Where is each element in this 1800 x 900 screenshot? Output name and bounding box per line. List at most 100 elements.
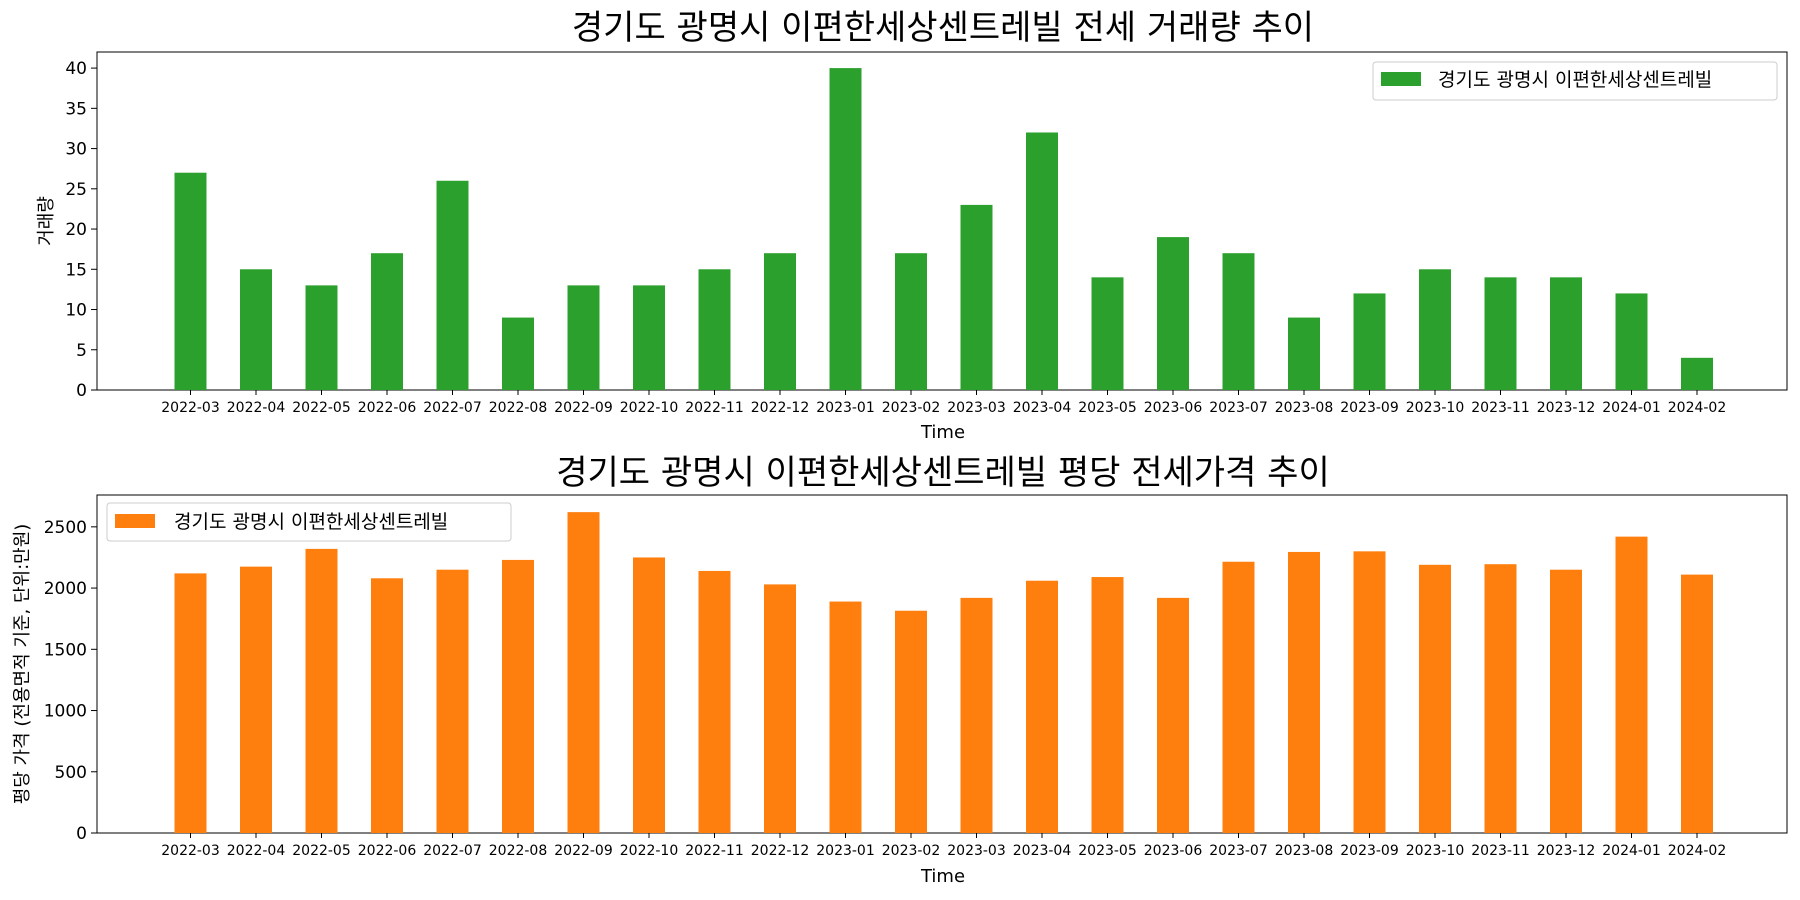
- volume-bar: [698, 269, 731, 390]
- price-bar: [567, 512, 600, 833]
- price-y-tick-label: 1500: [44, 640, 87, 660]
- price-bar: [633, 557, 665, 833]
- volume-bar: [960, 204, 993, 390]
- price-x-tick-label: 2022-07: [423, 843, 482, 859]
- volume-x-tick-label: 2023-04: [1013, 400, 1072, 416]
- volume-x-tick-label: 2022-03: [161, 400, 220, 416]
- price-bar: [305, 548, 338, 833]
- price-x-tick-label: 2023-05: [1078, 843, 1137, 859]
- price-bar: [502, 559, 534, 833]
- price-bar: [436, 569, 469, 833]
- volume-bar: [174, 172, 207, 390]
- price-legend: 경기도 광명시 이편한세상센트레빌: [106, 502, 512, 542]
- volume-x-tick-label: 2023-01: [816, 400, 875, 416]
- volume-x-tick-label: 2022-07: [423, 400, 482, 416]
- price-y-tick-label: 1000: [44, 702, 87, 722]
- volume-y-tick-label: 30: [65, 140, 87, 160]
- volume-y-tick-label: 10: [65, 301, 87, 321]
- volume-bar: [1157, 237, 1189, 390]
- price-bar: [1157, 597, 1189, 833]
- price-x-tick-label: 2023-10: [1406, 843, 1465, 859]
- price-x-tick-label: 2023-06: [1144, 843, 1203, 859]
- price-x-tick-label: 2022-08: [489, 843, 548, 859]
- price-x-tick-label: 2023-04: [1013, 843, 1072, 859]
- volume-y-tick-label: 25: [65, 180, 87, 200]
- volume-x-tick-label: 2022-05: [292, 400, 351, 416]
- volume-bar: [633, 285, 665, 390]
- volume-bar: [1288, 317, 1320, 390]
- price-bar: [1222, 561, 1255, 833]
- volume-x-tick-label: 2023-12: [1537, 400, 1596, 416]
- volume-legend-swatch: [1381, 72, 1421, 86]
- volume-y-tick-label: 5: [76, 341, 87, 361]
- price-x-tick-label: 2022-11: [685, 843, 744, 859]
- price-x-tick-label: 2023-03: [947, 843, 1006, 859]
- price-bar: [1288, 551, 1320, 833]
- price-chart-title: 경기도 광명시 이편한세상센트레빌 평당 전세가격 추이: [556, 453, 1329, 493]
- volume-legend: 경기도 광명시 이편한세상센트레빌: [1372, 61, 1778, 101]
- price-bar: [1484, 564, 1517, 833]
- volume-x-tick-label: 2023-10: [1406, 400, 1465, 416]
- volume-x-tick-label: 2022-11: [685, 400, 744, 416]
- price-legend-box: [106, 502, 512, 542]
- price-bar: [1681, 574, 1713, 833]
- price-legend-label: 경기도 광명시 이편한세상센트레빌: [174, 511, 448, 533]
- volume-bar: [1484, 277, 1517, 390]
- volume-bar: [1353, 293, 1386, 390]
- price-bar: [1091, 577, 1124, 833]
- price-x-tick-label: 2023-01: [816, 843, 875, 859]
- price-bar: [1026, 580, 1058, 833]
- price-bar: [1615, 536, 1648, 833]
- price-bar: [174, 573, 207, 833]
- volume-x-tick-label: 2023-06: [1144, 400, 1203, 416]
- price-bar: [764, 584, 796, 833]
- price-bar: [240, 566, 272, 833]
- volume-bar: [764, 253, 796, 390]
- price-x-tick-label: 2024-01: [1602, 843, 1661, 859]
- volume-bar: [240, 269, 272, 390]
- volume-legend-label: 경기도 광명시 이편한세상센트레빌: [1438, 69, 1712, 91]
- price-y-tick-label: 2000: [44, 579, 87, 599]
- price-chart: 경기도 광명시 이편한세상센트레빌 평당 전세가격 추이 0 500 1000 150…: [12, 453, 1788, 887]
- volume-x-tick-label: 2022-06: [358, 400, 417, 416]
- price-x-tick-label: 2023-07: [1209, 843, 1268, 859]
- volume-bar: [371, 253, 403, 390]
- volume-x-tick-label: 2024-01: [1602, 400, 1661, 416]
- volume-bar: [305, 285, 338, 390]
- price-bar: [1550, 569, 1582, 833]
- volume-x-tick-label: 2023-05: [1078, 400, 1137, 416]
- volume-x-tick-label: 2023-08: [1275, 400, 1334, 416]
- volume-y-axis-label: 거래량: [36, 196, 57, 246]
- price-bar: [371, 578, 403, 833]
- volume-bar: [1091, 277, 1124, 390]
- price-y-tick-label: 2500: [44, 518, 87, 538]
- volume-x-tick-label: 2022-08: [489, 400, 548, 416]
- volume-x-ticks: 2022-03 2022-04 2022-05 2022-06 2022-07 2022-…: [161, 390, 1726, 416]
- price-x-tick-label: 2023-11: [1471, 843, 1530, 859]
- price-x-ticks: 2022-03 2022-04 2022-05 2022-06 2022-07 2022-…: [161, 833, 1726, 859]
- volume-y-tick-label: 40: [65, 59, 87, 79]
- price-x-tick-label: 2022-05: [292, 843, 351, 859]
- price-y-tick-label: 500: [55, 763, 87, 783]
- price-y-ticks: 0 500 1000 1500 2000 2500: [44, 518, 97, 844]
- volume-bar: [895, 253, 927, 390]
- price-legend-swatch: [115, 514, 155, 528]
- volume-x-tick-label: 2023-07: [1209, 400, 1268, 416]
- price-bar: [895, 610, 927, 833]
- price-bar: [1419, 564, 1451, 833]
- volume-x-axis-label: Time: [920, 422, 965, 443]
- price-bar: [698, 570, 731, 833]
- price-x-axis-label: Time: [920, 866, 965, 887]
- price-x-tick-label: 2023-09: [1340, 843, 1399, 859]
- volume-bar: [1222, 253, 1255, 390]
- volume-bar: [1615, 293, 1648, 390]
- price-x-tick-label: 2023-12: [1537, 843, 1596, 859]
- volume-x-tick-label: 2022-04: [227, 400, 286, 416]
- volume-chart: 경기도 광명시 이편한세상센트레빌 전세 거래량 추이 0 5 10 15 20 25 30…: [36, 8, 1788, 443]
- price-chart-plot-frame: [96, 494, 1788, 834]
- price-y-tick-label: 0: [76, 824, 87, 844]
- price-x-tick-label: 2022-04: [227, 843, 286, 859]
- volume-bar: [502, 317, 534, 390]
- volume-y-tick-label: 0: [76, 381, 87, 401]
- volume-bar: [436, 180, 469, 390]
